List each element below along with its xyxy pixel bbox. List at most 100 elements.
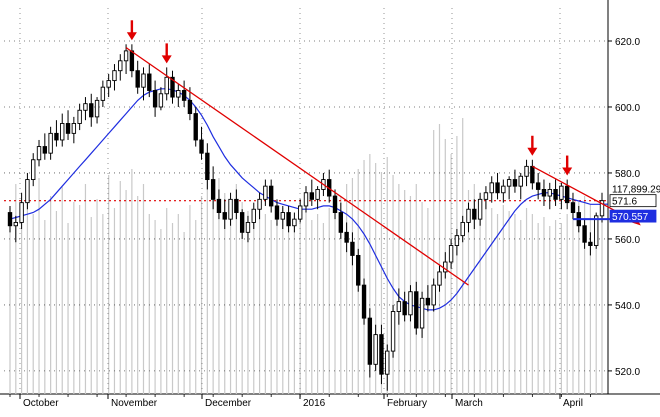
candle (31, 153, 36, 187)
candle (268, 179, 274, 213)
candle-body (7, 212, 13, 227)
candle-body (390, 311, 396, 352)
signal-arrow-head (527, 147, 538, 156)
candle (390, 304, 396, 358)
candle-body (25, 179, 30, 204)
candle (309, 179, 314, 206)
candle (147, 64, 152, 98)
candle-body (524, 165, 529, 177)
candle (332, 189, 338, 220)
candle (385, 344, 390, 391)
candle (280, 205, 285, 230)
x-tick-label: 2016 (303, 398, 326, 409)
candle (205, 143, 210, 190)
candle (123, 44, 129, 74)
candle (274, 199, 280, 226)
candle-body (559, 185, 564, 200)
candle-body (344, 231, 349, 243)
candle (77, 103, 82, 131)
candle-body (419, 297, 425, 329)
candle-body (315, 189, 320, 200)
x-tick-label: November (111, 398, 158, 409)
candle (489, 176, 494, 203)
candle (60, 113, 65, 147)
candle (234, 189, 239, 220)
last-price-badge-text: 571.6 (612, 197, 637, 208)
last-price-badge: 571.6 (609, 194, 657, 208)
x-tick-label: March (455, 398, 483, 409)
candle-body (460, 221, 465, 237)
candle-body (512, 179, 518, 187)
candle (83, 97, 88, 121)
candle-body (176, 90, 181, 98)
candle (42, 133, 48, 160)
signal-arrow-icon (161, 43, 172, 64)
y-tick-label: 560.0 (615, 235, 640, 246)
candle-body (501, 185, 506, 194)
candle (65, 110, 71, 140)
candle-body (530, 165, 535, 184)
candle (181, 80, 187, 107)
moving-average-badge-text: 570.557 (612, 212, 649, 223)
candle (588, 232, 593, 256)
candle-body (298, 205, 303, 220)
candle (518, 172, 523, 200)
candle (228, 192, 233, 226)
candle (506, 176, 512, 200)
candles (7, 44, 605, 391)
candle-body (396, 301, 402, 312)
last-price-badge-box (609, 194, 657, 208)
candle-body (42, 146, 48, 154)
candle-body (280, 212, 285, 220)
candle-body (77, 109, 82, 124)
candle (100, 80, 106, 107)
candle-body (164, 76, 169, 95)
candle-body (443, 261, 448, 273)
volume-badge-box (610, 182, 656, 195)
candle-body (100, 86, 106, 101)
candle (414, 281, 419, 335)
candle (472, 199, 477, 230)
candle (408, 285, 413, 322)
y-tick-label: 580.0 (615, 169, 640, 180)
candle-body (495, 182, 500, 194)
candle-body (448, 245, 454, 263)
candle-body (431, 284, 436, 306)
candle (541, 179, 547, 206)
candle (141, 67, 146, 101)
signal-arrow-icon (527, 135, 538, 156)
candle-body (356, 254, 361, 286)
candle-body (588, 241, 593, 246)
candle-body (118, 60, 123, 72)
candle (7, 205, 13, 233)
candle-body (309, 192, 314, 200)
candle (547, 182, 552, 210)
candle-body (48, 132, 53, 154)
x-tick-label: February (387, 398, 427, 409)
candle-body (187, 99, 193, 115)
candle-body (553, 189, 558, 200)
candle (216, 189, 222, 220)
candle (356, 248, 361, 292)
candle (530, 159, 535, 190)
candle (512, 169, 518, 193)
candle (344, 222, 349, 253)
candle-body (506, 179, 512, 187)
candle-body (234, 198, 239, 213)
y-tick-label: 600.0 (615, 103, 640, 114)
candle-body (13, 221, 18, 227)
candle-body (89, 103, 94, 118)
candle (25, 172, 30, 210)
candle-body (263, 185, 268, 200)
candle (460, 215, 465, 243)
candle (495, 172, 500, 200)
candle (559, 182, 564, 210)
candle-body (385, 350, 390, 375)
candle (437, 265, 442, 292)
candle-body (239, 212, 245, 233)
candle-body (54, 132, 59, 141)
candle (286, 205, 291, 233)
candle-body (402, 301, 407, 316)
candle (425, 285, 431, 312)
candle-body (332, 195, 338, 213)
